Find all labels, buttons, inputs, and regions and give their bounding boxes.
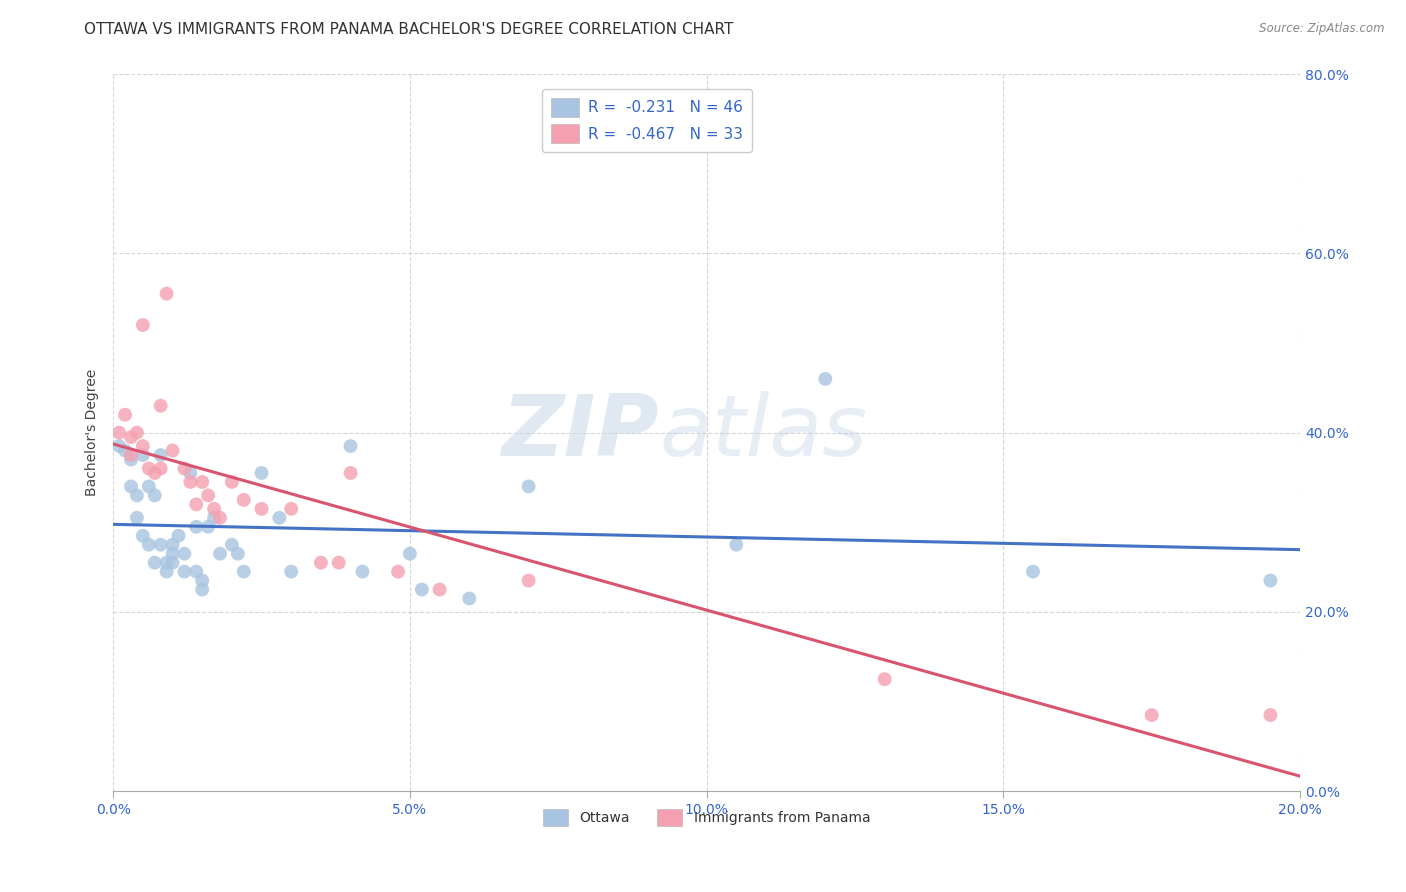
Point [108,439,131,453]
Point [149,448,172,462]
Point [132,318,155,332]
Point [269,511,291,525]
Point [138,479,160,493]
Point [138,538,160,552]
Point [339,466,361,480]
Text: ZIP: ZIP [502,392,659,475]
Point [162,547,184,561]
Point [155,556,177,570]
Point [517,574,540,588]
Point [149,538,172,552]
Text: OTTAWA VS IMMIGRANTS FROM PANAMA BACHELOR'S DEGREE CORRELATION CHART: OTTAWA VS IMMIGRANTS FROM PANAMA BACHELO… [84,22,734,37]
Point [155,565,177,579]
Point [167,529,190,543]
Point [1022,565,1045,579]
Point [125,425,148,440]
Point [125,488,148,502]
Point [197,488,219,502]
Point [138,461,160,475]
Point [197,520,219,534]
Point [221,538,243,552]
Point [179,475,201,489]
Point [186,497,208,511]
Point [411,582,433,597]
Point [1140,708,1163,723]
Point [226,547,249,561]
Point [120,448,142,462]
Point [232,565,254,579]
Point [132,529,155,543]
Point [352,565,374,579]
Point [280,501,302,516]
Point [202,501,225,516]
Text: atlas: atlas [659,392,868,475]
Point [232,492,254,507]
Point [517,479,540,493]
Point [114,408,136,422]
Point [120,430,142,444]
Point [221,475,243,489]
Point [339,439,361,453]
Point [429,582,451,597]
Point [191,582,214,597]
Point [143,556,166,570]
Point [173,547,195,561]
Point [250,466,273,480]
Point [1260,708,1282,723]
Point [149,399,172,413]
Point [120,452,142,467]
Point [186,565,208,579]
Point [280,565,302,579]
Point [162,538,184,552]
Point [191,574,214,588]
Point [309,556,332,570]
Point [114,443,136,458]
Point [132,448,155,462]
Point [173,565,195,579]
Point [173,461,195,475]
Point [155,286,177,301]
Point [399,547,422,561]
Point [814,372,837,386]
Point [132,439,155,453]
Point [162,443,184,458]
Point [725,538,748,552]
Point [208,511,231,525]
Point [387,565,409,579]
Point [149,461,172,475]
Point [108,425,131,440]
Point [250,501,273,516]
Point [120,479,142,493]
Point [143,488,166,502]
Point [143,466,166,480]
Text: Source: ZipAtlas.com: Source: ZipAtlas.com [1260,22,1385,36]
Point [873,672,896,686]
Point [186,520,208,534]
Y-axis label: Bachelor's Degree: Bachelor's Degree [86,369,100,496]
Point [328,556,350,570]
Point [162,556,184,570]
Legend: Ottawa, Immigrants from Panama: Ottawa, Immigrants from Panama [534,801,879,835]
Point [179,466,201,480]
Point [208,547,231,561]
Point [202,511,225,525]
Point [191,475,214,489]
Point [125,511,148,525]
Point [458,591,481,606]
Point [1260,574,1282,588]
